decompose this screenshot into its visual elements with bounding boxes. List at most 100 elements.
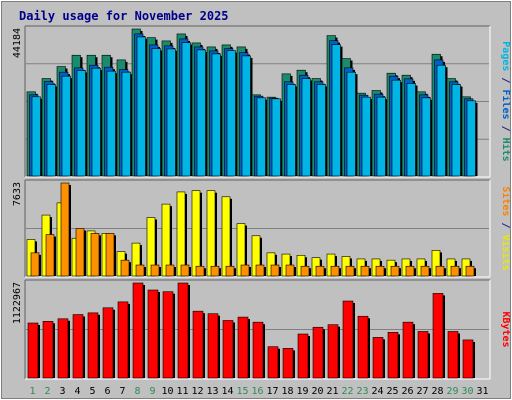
bar-sites [345,265,355,277]
bar-pages [151,48,161,177]
series-axis-label-part: Visits [500,235,512,271]
bar-pages [61,75,71,177]
bar-kbytes [207,313,219,379]
bar-kbytes [102,307,114,379]
middle-bars [26,182,476,277]
x-tick-label: 20 [311,386,323,397]
bar-sites [225,265,235,277]
bar-kbytes [387,332,399,379]
bar-sites [195,265,205,277]
bar-sites [390,265,400,277]
bar-sites [420,265,430,277]
bar-kbytes [132,282,144,379]
bar-pages [91,67,101,177]
bar-kbytes [447,331,459,379]
x-tick-label: 22 [341,386,353,397]
bar-pages [211,53,221,177]
x-tick-label: 16 [251,386,263,397]
x-tick-label: 12 [191,386,203,397]
bar-pages [226,50,236,177]
bar-kbytes [342,300,354,379]
bar-kbytes [72,314,84,379]
x-tick-label: 25 [386,386,398,397]
x-tick-label: 19 [296,386,308,397]
bar-pages [286,84,296,177]
bar-kbytes [87,312,99,379]
bar-sites [435,265,445,277]
bar-pages [271,98,281,177]
bar-pages [31,96,41,177]
bar-sites [240,264,250,277]
series-axis-label-part: KBytes [500,311,511,347]
y-max-label: 44184 [12,28,23,58]
bar-kbytes [147,289,159,379]
bar-sites [450,265,460,277]
bottom-panel-frame: 1122967 KBytes [12,279,511,380]
x-tick-label: 14 [221,386,233,397]
x-tick-label: 3 [59,386,65,397]
series-axis-label-part: / [500,216,511,234]
bar-pages [106,70,116,177]
bar-sites [90,233,100,277]
bar-sites [300,265,310,277]
bar-pages [121,71,131,177]
x-tick-label: 27 [416,386,428,397]
bar-kbytes [192,310,204,379]
series-axis-label-part: / [500,120,511,138]
bar-kbytes [402,321,414,379]
x-tick-label: 9 [149,386,155,397]
bar-kbytes [42,321,54,379]
series-axis-label-part: Pages [500,41,511,71]
bar-pages [391,79,401,177]
bar-pages [451,84,461,177]
bar-kbytes [237,316,249,379]
x-tick-label: 31 [476,386,488,397]
x-tick-label: 11 [176,386,188,397]
bar-pages [376,96,386,177]
bar-visits [206,190,216,277]
bar-sites [180,264,190,277]
bar-pages [301,78,311,177]
series-axis-label: Sites / Visits [500,186,512,270]
bottom-bars [27,282,475,379]
bar-kbytes [432,293,444,379]
bar-kbytes [27,322,39,379]
chart-title: Daily usage for November 2025 [19,9,229,23]
x-tick-label: 13 [206,386,218,397]
x-tick-label: 8 [134,386,140,397]
bar-sites [315,265,325,277]
bar-kbytes [297,333,309,379]
x-tick-label: 28 [431,386,443,397]
x-axis-labels: 1 2 3 4 5 6 7 8 9 10 11 12 13 14 15 16 17 18 19 20 21 22 23 24 2… [29,386,488,397]
bar-sites [285,264,295,277]
series-axis-label-part: / [500,71,511,89]
bar-sites [105,233,115,277]
bar-kbytes [162,291,174,379]
bar-sites [120,259,130,277]
top-panel-frame: 44184 Pages / Files / Hits [12,25,512,178]
bar-kbytes [417,331,429,379]
bar-pages [346,71,356,177]
bar-kbytes [462,339,474,379]
bar-pages [136,36,146,177]
bar-kbytes [252,321,264,379]
x-tick-label: 17 [266,386,278,397]
bar-visits [191,190,201,277]
bar-sites [45,234,55,277]
bar-pages [46,84,56,177]
bar-visits [176,191,186,277]
x-tick-label: 29 [446,386,458,397]
x-tick-label: 18 [281,386,293,397]
x-tick-label: 10 [161,386,173,397]
x-tick-label: 15 [236,386,248,397]
bar-pages [421,97,431,177]
series-axis-label-part: Files [500,89,512,119]
series-axis-label: KBytes [500,311,511,347]
top-bars [26,28,478,177]
x-tick-label: 23 [356,386,368,397]
bar-pages [361,96,371,177]
bar-pages [181,42,191,177]
bar-kbytes [282,348,294,379]
